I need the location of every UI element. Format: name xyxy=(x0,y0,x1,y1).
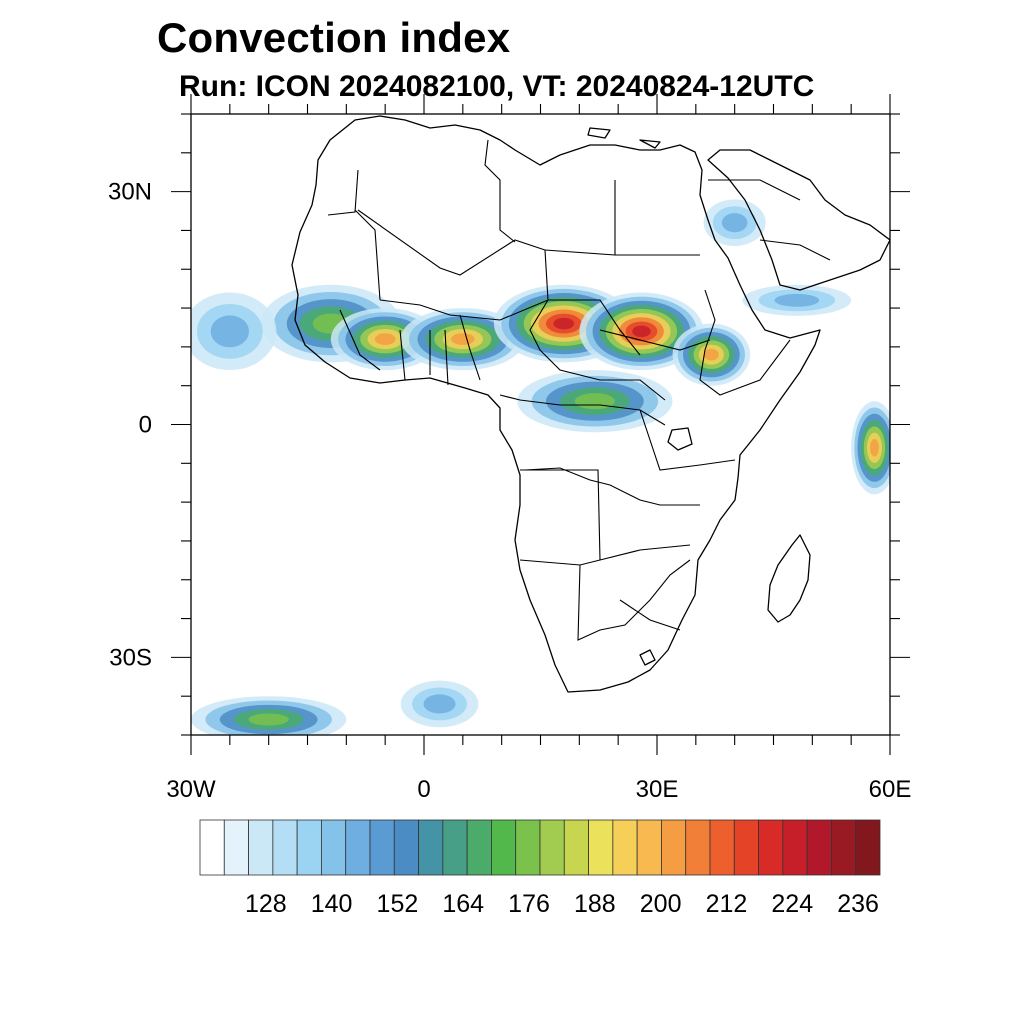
colorbar-box xyxy=(321,819,347,876)
convection-cell xyxy=(553,317,575,330)
colorbar-box xyxy=(442,819,468,876)
x-tick-label: 60E xyxy=(869,776,912,803)
colorbar: 128 140 152 164 176 188 200 212 224 236 xyxy=(199,819,881,918)
convection-cell xyxy=(704,348,719,361)
y-tick-label: 30N xyxy=(108,179,152,206)
convection-cell xyxy=(374,333,396,345)
x-tick-label: 30E xyxy=(636,776,679,803)
map-subtitle: Run: ICON 2024082100, VT: 20240824-12UTC xyxy=(179,70,815,103)
colorbar-box xyxy=(272,819,298,876)
colorbar-box xyxy=(685,819,711,876)
colorbar-label: 236 xyxy=(837,890,879,918)
convection-cell xyxy=(721,213,748,233)
axis-tick-labels: 30W 0 30E 60E 30N 0 30S xyxy=(108,179,911,803)
colorbar-box xyxy=(345,819,371,876)
colorbar-box xyxy=(199,819,225,876)
colorbar-label: 152 xyxy=(377,890,419,918)
colorbar-label: 212 xyxy=(706,890,748,918)
colorbar-box xyxy=(223,819,249,876)
coastlines xyxy=(291,115,890,693)
colorbar-box xyxy=(563,819,589,876)
colorbar-box xyxy=(515,819,541,876)
convection-cell xyxy=(632,325,651,338)
convection-cell xyxy=(423,694,456,714)
colorbar-box xyxy=(733,819,759,876)
colorbar-box xyxy=(855,819,881,876)
colorbar-box xyxy=(248,819,274,876)
colorbar-label: 128 xyxy=(245,890,287,918)
axis-ticks xyxy=(171,94,910,755)
colorbar-label: 140 xyxy=(311,890,353,918)
madagascar-coastline xyxy=(767,534,811,623)
country-borders xyxy=(327,139,831,641)
convection-cell xyxy=(574,393,616,410)
colorbar-box xyxy=(661,819,687,876)
convection-cell xyxy=(870,438,879,457)
colorbar-box xyxy=(369,819,395,876)
colorbar-box xyxy=(466,819,492,876)
colorbar-box xyxy=(491,819,517,876)
convection-field xyxy=(191,199,890,735)
colorbar-box xyxy=(588,819,614,876)
africa-coastline xyxy=(291,115,821,693)
colorbar-box xyxy=(296,819,322,876)
convection-cell xyxy=(248,713,289,726)
colorbar-box xyxy=(539,819,565,876)
x-tick-label: 0 xyxy=(417,776,430,803)
colorbar-label: 200 xyxy=(640,890,682,918)
convection-cell xyxy=(210,315,250,348)
colorbar-label: 224 xyxy=(771,890,813,918)
colorbar-label: 164 xyxy=(442,890,484,918)
colorbar-label: 188 xyxy=(574,890,616,918)
colorbar-box xyxy=(709,819,735,876)
plot-frame xyxy=(190,113,891,736)
arabia-coastline xyxy=(707,149,890,291)
y-tick-label: 0 xyxy=(139,412,152,439)
colorbar-box xyxy=(831,819,857,876)
colorbar-box xyxy=(806,819,832,876)
x-tick-label: 30W xyxy=(166,776,216,803)
colorbar-box xyxy=(393,819,419,876)
convection-cell xyxy=(451,333,475,345)
colorbar-box xyxy=(612,819,638,876)
y-tick-label: 30S xyxy=(109,644,152,671)
convection-cell xyxy=(774,293,820,307)
colorbar-box xyxy=(636,819,662,876)
colorbar-box xyxy=(418,819,444,876)
lake-victoria xyxy=(667,427,693,451)
colorbar-label: 176 xyxy=(508,890,550,918)
colorbar-box xyxy=(782,819,808,876)
colorbar-box xyxy=(758,819,784,876)
map-title: Convection index xyxy=(157,14,511,61)
